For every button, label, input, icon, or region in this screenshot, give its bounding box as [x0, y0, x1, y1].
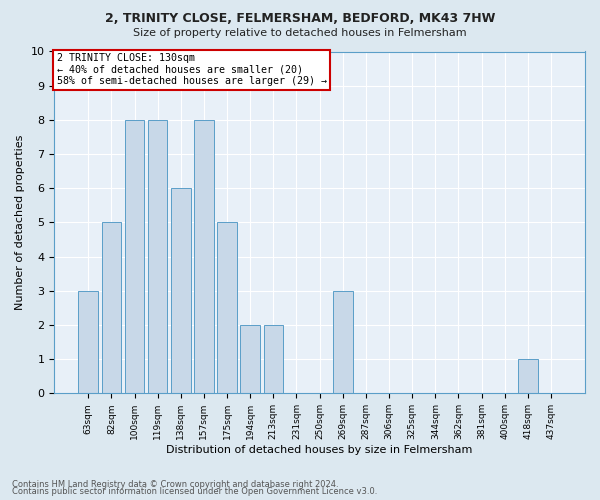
- Bar: [241, 325, 260, 394]
- X-axis label: Distribution of detached houses by size in Felmersham: Distribution of detached houses by size …: [166, 445, 473, 455]
- Bar: [125, 120, 145, 394]
- Text: Contains public sector information licensed under the Open Government Licence v3: Contains public sector information licen…: [12, 488, 377, 496]
- Bar: [79, 291, 98, 394]
- Text: Contains HM Land Registry data © Crown copyright and database right 2024.: Contains HM Land Registry data © Crown c…: [12, 480, 338, 489]
- Bar: [263, 325, 283, 394]
- Text: 2 TRINITY CLOSE: 130sqm
← 40% of detached houses are smaller (20)
58% of semi-de: 2 TRINITY CLOSE: 130sqm ← 40% of detache…: [57, 53, 327, 86]
- Text: Size of property relative to detached houses in Felmersham: Size of property relative to detached ho…: [133, 28, 467, 38]
- Y-axis label: Number of detached properties: Number of detached properties: [15, 134, 25, 310]
- Bar: [101, 222, 121, 394]
- Bar: [518, 359, 538, 394]
- Bar: [217, 222, 237, 394]
- Bar: [171, 188, 191, 394]
- Bar: [333, 291, 353, 394]
- Bar: [194, 120, 214, 394]
- Bar: [148, 120, 167, 394]
- Text: 2, TRINITY CLOSE, FELMERSHAM, BEDFORD, MK43 7HW: 2, TRINITY CLOSE, FELMERSHAM, BEDFORD, M…: [105, 12, 495, 26]
